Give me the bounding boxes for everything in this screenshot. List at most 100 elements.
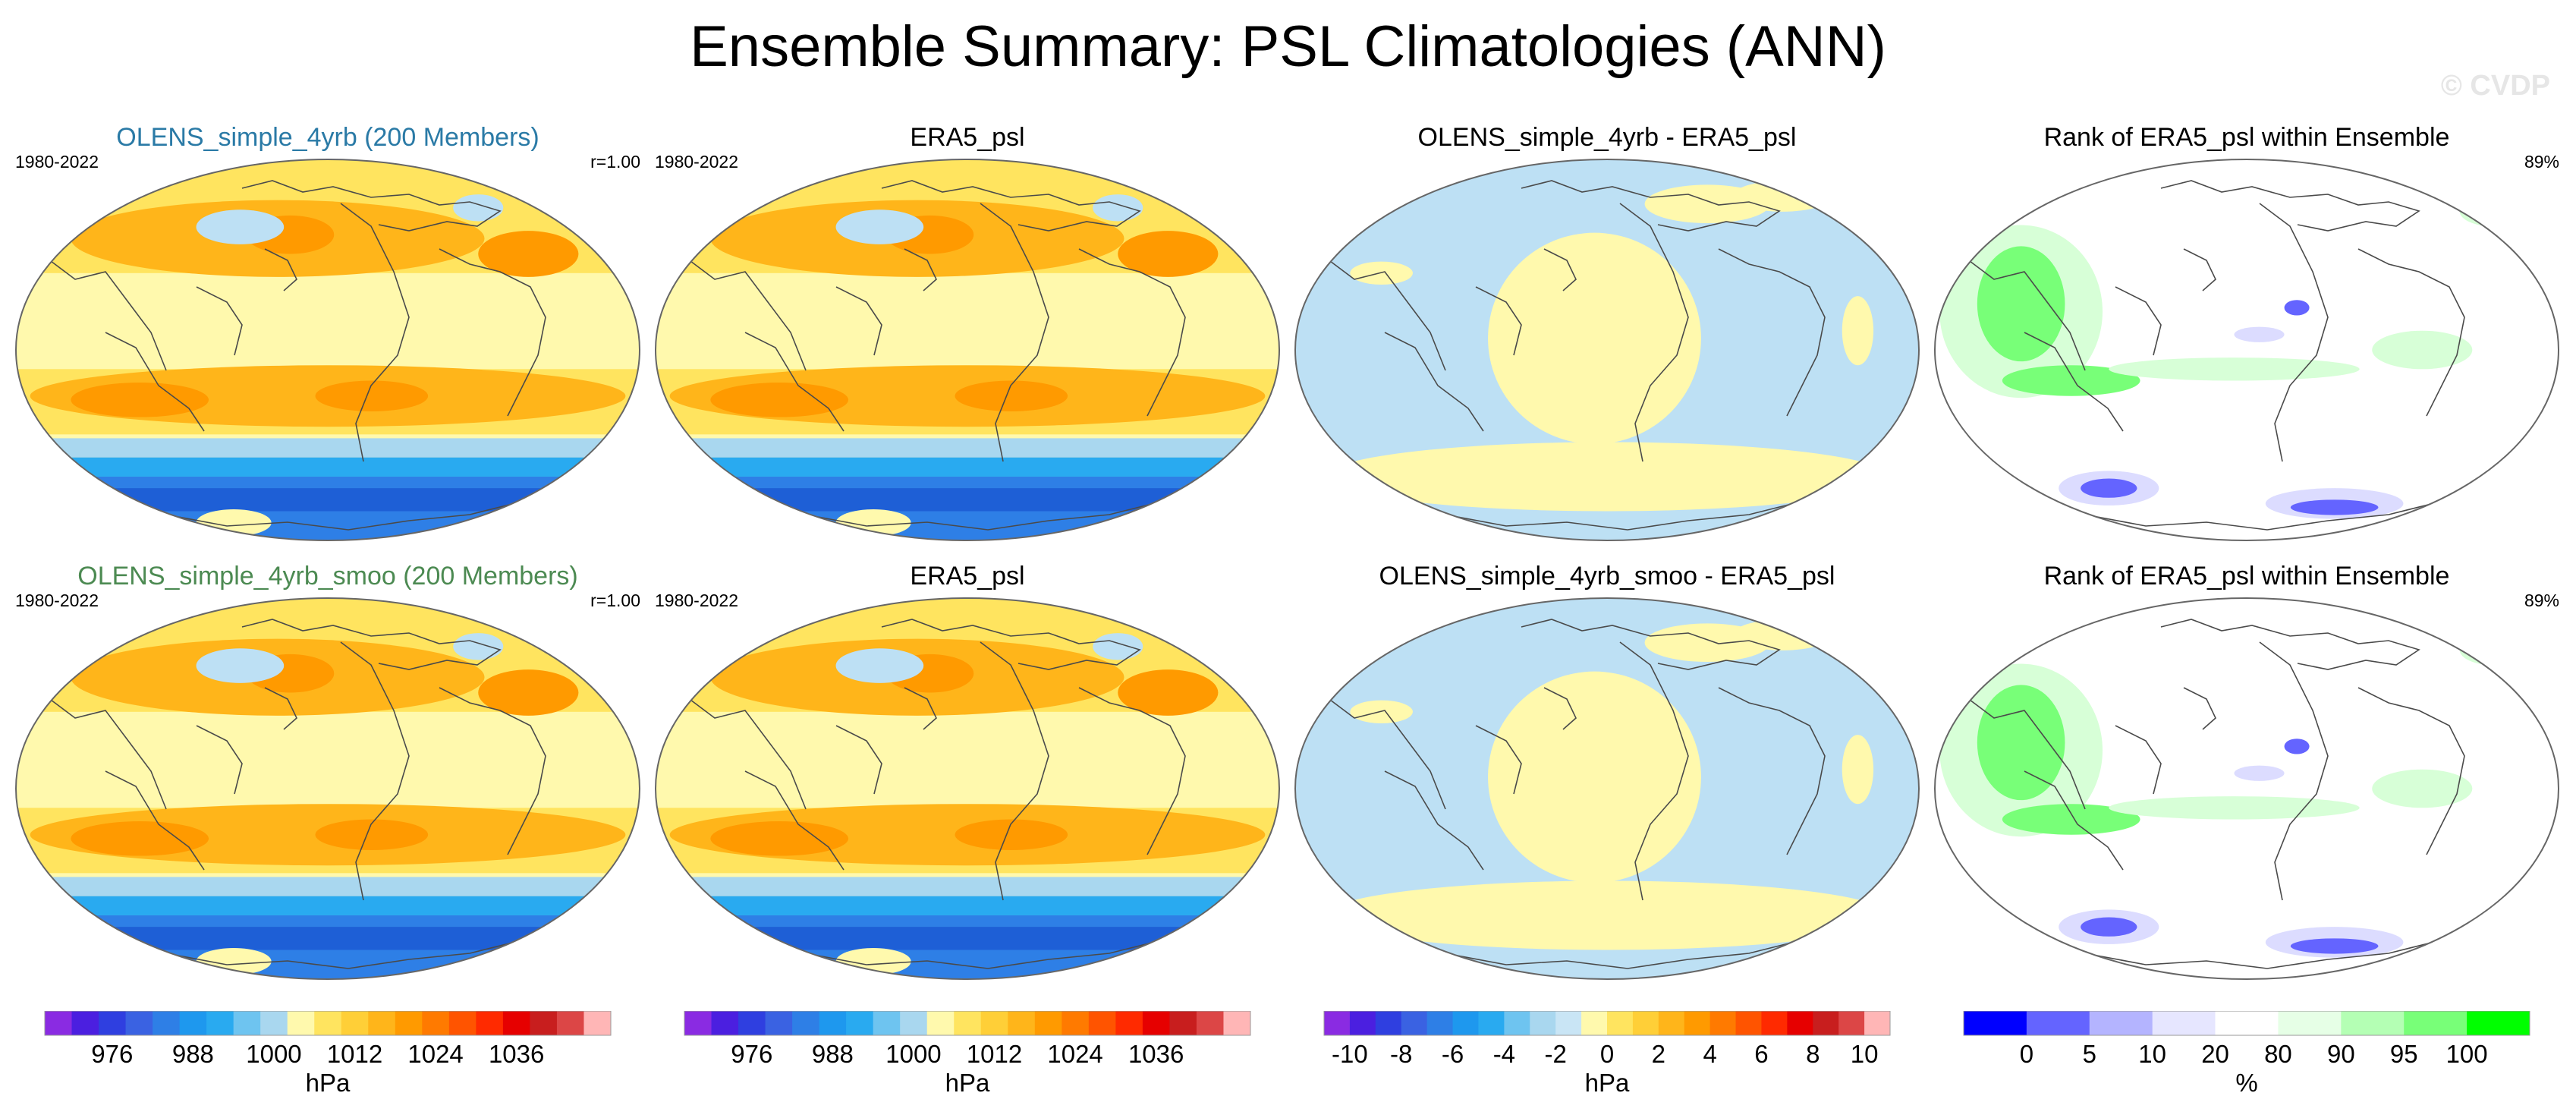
aleutian-low — [835, 209, 924, 244]
rank-very-high — [2002, 804, 2140, 835]
colorbar-swatch — [1375, 1011, 1402, 1035]
panel-title: ERA5_psl — [910, 123, 1025, 152]
coastline — [2357, 687, 2465, 855]
high-core — [478, 669, 579, 716]
colorbar-swatch — [1813, 1011, 1839, 1035]
colorbar-swatch — [1062, 1011, 1090, 1035]
southern-gradient — [656, 438, 1279, 458]
colorbar-swatch — [1581, 1011, 1608, 1035]
colorbar-swatch — [1478, 1011, 1505, 1035]
period-label: 1980-2022 — [15, 152, 99, 172]
colorbar-swatch — [287, 1011, 315, 1035]
high-core — [478, 231, 579, 277]
coastline — [684, 695, 807, 810]
colorbar-tick-label: 6 — [1754, 1040, 1768, 1068]
psl-map — [15, 159, 640, 541]
southern-gradient — [656, 896, 1279, 915]
southern-ocean-low — [656, 488, 1279, 512]
panel-title: OLENS_simple_4yrb (200 Members) — [116, 123, 539, 152]
colorbar-swatch — [1787, 1011, 1813, 1035]
positive-difference — [1325, 880, 1889, 950]
coastline — [2259, 203, 2329, 462]
colorbar-tick-label: 976 — [731, 1040, 772, 1068]
coastline — [1543, 687, 1577, 730]
rank-very-low — [2284, 739, 2310, 754]
coastline — [105, 332, 205, 432]
colorbar-frame — [1963, 1011, 2530, 1036]
aleutian-low — [835, 648, 924, 683]
rank-high — [2459, 196, 2535, 228]
coastline — [805, 502, 1156, 531]
high-core — [955, 819, 1068, 850]
colorbar-swatch — [1169, 1011, 1197, 1035]
colorbar-swatch — [1196, 1011, 1224, 1035]
coastline — [1445, 941, 1795, 969]
positive-difference — [1325, 442, 1889, 512]
colorbar-swatch — [71, 1011, 99, 1035]
coastline — [881, 180, 1141, 232]
map-outline — [1294, 597, 1920, 980]
colorbar-swatch — [1401, 1011, 1428, 1035]
coastline — [44, 695, 167, 810]
colorbar-swatch — [1223, 1011, 1251, 1035]
colorbar-swatch — [711, 1011, 739, 1035]
panel-title: OLENS_simple_4yrb_smoo - ERA5_psl — [1379, 562, 1835, 591]
colorbar-tick-label: 10 — [1851, 1040, 1879, 1068]
coastline — [2084, 941, 2435, 969]
coastline — [105, 770, 205, 871]
colorbar-swatch — [2278, 1011, 2342, 1035]
rank-high — [2109, 796, 2360, 820]
period-label: 1980-2022 — [655, 152, 738, 172]
colorbar-frame — [1323, 1011, 1891, 1036]
coastline — [2183, 687, 2216, 730]
colorbar-swatch — [45, 1011, 73, 1035]
coastline — [241, 180, 502, 232]
coastline — [2024, 332, 2124, 432]
psl-map — [15, 597, 640, 980]
pattern-correlation-label: r=1.00 — [590, 591, 640, 610]
colorbar-swatch — [1088, 1011, 1116, 1035]
coastline — [264, 687, 297, 730]
coastline — [904, 248, 937, 291]
map-outline — [655, 597, 1280, 980]
coastline — [684, 256, 807, 371]
southern-gradient — [16, 877, 640, 896]
colorbar-tick-label: 8 — [1806, 1040, 1820, 1068]
colorbar-unit-label: hPa — [306, 1069, 351, 1097]
diff-colorbar: -10 -8 -6 -4 -2 0 2 4 6 8 10 hPa — [1323, 1011, 1891, 1097]
coastline — [805, 941, 1156, 969]
coastline — [835, 286, 882, 356]
coastline — [1543, 248, 1577, 291]
colorbar-swatch — [99, 1011, 127, 1035]
map-outline — [1934, 159, 2559, 541]
rank-high — [2372, 769, 2473, 808]
coastline — [1963, 695, 2086, 810]
colorbar-tick-label: 1000 — [246, 1040, 301, 1068]
colorbar-swatch — [873, 1011, 901, 1035]
coastline — [1718, 687, 1826, 855]
rank-very-low — [2290, 499, 2379, 515]
colorbar-swatch — [1504, 1011, 1530, 1035]
coastline — [1475, 286, 1522, 356]
southern-gradient — [16, 896, 640, 915]
coastline — [1078, 687, 1186, 855]
colorbar-swatch — [1964, 1011, 2027, 1035]
colorbar-tick-label: 976 — [91, 1040, 133, 1068]
colorbar-swatch — [1008, 1011, 1036, 1035]
colorbar-tick-label: 4 — [1703, 1040, 1716, 1068]
colorbar-swatch — [530, 1011, 558, 1035]
rank-low — [2234, 765, 2285, 781]
coastline — [2160, 180, 2420, 232]
rank-low — [2234, 326, 2285, 342]
colorbar-swatch — [583, 1011, 612, 1035]
colorbar-tick-label: 2 — [1652, 1040, 1665, 1068]
southern-gradient — [656, 457, 1279, 477]
colorbar-swatch — [738, 1011, 766, 1035]
diff-map — [1294, 159, 1920, 541]
icelandic-low — [1093, 194, 1143, 222]
rank-map — [1934, 597, 2559, 980]
colorbar-swatch — [684, 1011, 712, 1035]
colorbar-swatch — [1142, 1011, 1170, 1035]
colorbar-swatch — [1864, 1011, 1891, 1035]
colorbar-tick-label: 0 — [1600, 1040, 1614, 1068]
